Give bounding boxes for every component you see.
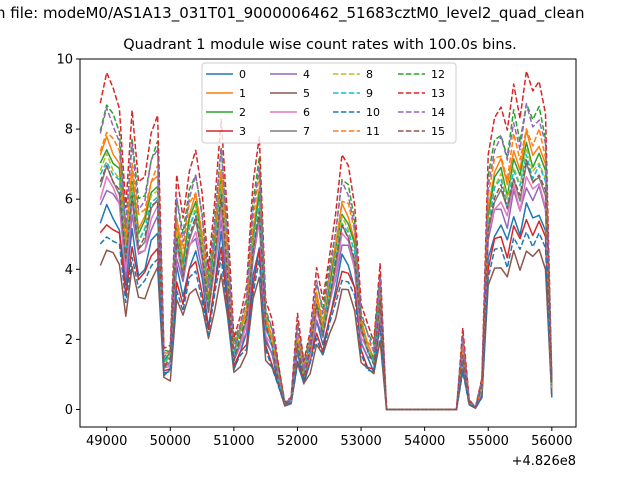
legend-label-6: 6 [303, 106, 310, 119]
x-tick-label: 51000 [213, 434, 254, 449]
x-tick-label: 53000 [340, 434, 381, 449]
axes-frame [79, 58, 577, 428]
y-tick-label: 6 [65, 193, 73, 208]
series-line-15 [99, 159, 553, 411]
legend-label-9: 9 [366, 87, 373, 100]
x-axis: 49000 50000 51000 52000 53000 54000 55000 56000 [86, 427, 573, 449]
y-tick-label: 4 [65, 263, 73, 278]
legend-label-7: 7 [303, 125, 310, 138]
legend-label-3: 3 [239, 125, 246, 138]
legend-label-0: 0 [239, 68, 246, 81]
legend-label-1: 1 [239, 87, 246, 100]
legend-label-14: 14 [431, 106, 445, 119]
y-tick-label: 8 [65, 123, 73, 138]
y-tick-label: 0 [65, 403, 73, 418]
legend-label-2: 2 [239, 106, 246, 119]
x-tick-label: 55000 [468, 434, 509, 449]
x-tick-label: 52000 [277, 434, 318, 449]
x-tick-label: 50000 [150, 434, 191, 449]
legend-label-4: 4 [303, 68, 310, 81]
legend-box [201, 62, 457, 144]
legend-label-5: 5 [303, 87, 310, 100]
plot-lines [99, 70, 553, 411]
legend-label-15: 15 [431, 125, 445, 138]
figure-suptitle: n file: modeM0/AS1A13_031T01_9000006462_… [0, 4, 585, 22]
chart-title: Quadrant 1 module wise count rates with … [123, 37, 517, 53]
x-tick-label: 54000 [404, 434, 445, 449]
y-tick-label: 10 [56, 53, 73, 68]
x-tick-label: 56000 [531, 434, 572, 449]
legend-label-12: 12 [431, 68, 445, 81]
legend-label-8: 8 [366, 68, 373, 81]
y-tick-label: 2 [65, 333, 73, 348]
legend-label-10: 10 [366, 106, 380, 119]
legend-label-11: 11 [366, 125, 380, 138]
y-axis: 0 2 4 6 8 10 [56, 53, 80, 418]
legend-label-13: 13 [431, 87, 445, 100]
x-offset-label: +4.826e8 [512, 454, 576, 469]
x-tick-label: 49000 [86, 434, 127, 449]
